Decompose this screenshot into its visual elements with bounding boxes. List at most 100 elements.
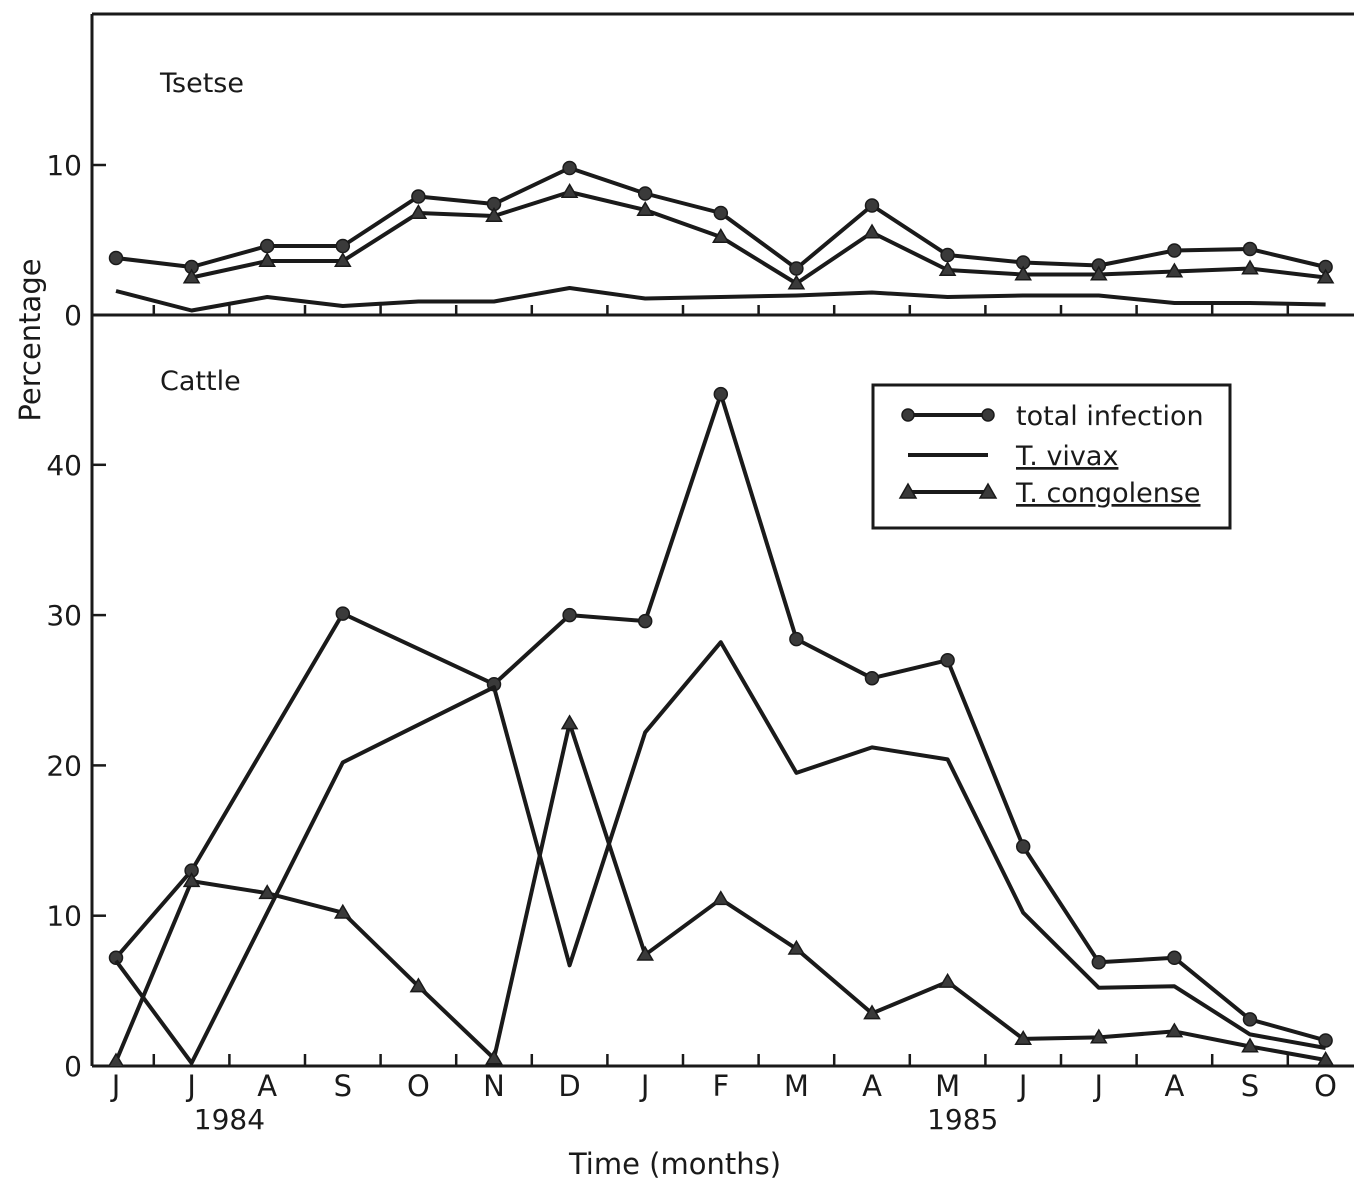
cattle-total-point xyxy=(637,613,653,629)
cattle-congolense-point xyxy=(107,1052,125,1068)
x-tick-label: A xyxy=(1164,1069,1184,1103)
y-tick-label: 10 xyxy=(46,900,82,933)
x-tick-label: O xyxy=(1314,1069,1337,1103)
x-tick-label: D xyxy=(558,1069,580,1103)
cattle-congolense-point xyxy=(938,972,957,988)
cattle-congolense-point xyxy=(182,872,201,888)
x-tick-label: S xyxy=(1241,1069,1259,1103)
y-tick-label: 20 xyxy=(46,749,82,782)
legend-marker-triangle xyxy=(978,482,998,499)
tsetse-congolense-point xyxy=(560,183,579,198)
tsetse-congolense-point xyxy=(258,252,277,267)
tsetse-congolense-point xyxy=(711,228,730,243)
cattle-congolense-point xyxy=(1014,1029,1033,1045)
tsetse-total-point xyxy=(940,247,955,263)
x-tick-label: J xyxy=(1017,1069,1028,1103)
x-tick-label: M xyxy=(784,1069,809,1103)
y-axis-title: Percentage xyxy=(13,258,47,421)
tsetse-total-point xyxy=(864,198,880,213)
tsetse-vivax-line xyxy=(115,286,1326,313)
cattle-congolense-point xyxy=(485,1049,503,1065)
x-tick-label: J xyxy=(110,1069,121,1103)
cattle-total-point xyxy=(1015,839,1031,854)
y-tick-label: 30 xyxy=(46,599,82,632)
tsetse-congolense-point xyxy=(1316,268,1335,284)
x-tick-label: A xyxy=(257,1069,277,1103)
plot-frame xyxy=(90,12,1354,1068)
cattle-total-point xyxy=(108,950,124,966)
cattle-vivax-line xyxy=(114,640,1326,1065)
tsetse-congolense-point xyxy=(1241,259,1259,275)
cattle-total-point xyxy=(1242,1012,1258,1027)
cattle-congolense-point xyxy=(863,1004,881,1020)
cattle-total-point xyxy=(789,631,804,647)
tsetse-congolense-point xyxy=(1014,265,1033,281)
cattle-congolense-point xyxy=(711,890,730,906)
x-tick-label: J xyxy=(1093,1069,1104,1103)
cattle-total-point xyxy=(1091,955,1107,970)
cattle-total-point xyxy=(713,386,729,402)
y-tick-label: 40 xyxy=(46,449,82,482)
tsetse-total-point xyxy=(259,238,275,254)
legend-label-vivax: T. vivax xyxy=(1015,441,1118,472)
tsetse-congolense-point xyxy=(1165,262,1184,278)
x-tick-label: O xyxy=(407,1069,430,1103)
cattle-congolense-point xyxy=(333,903,352,919)
legend-marker-triangle xyxy=(898,482,918,499)
tsetse-congolense-point xyxy=(863,223,881,239)
y-tick-label: 0 xyxy=(64,1050,82,1083)
legend-marker-circle xyxy=(981,408,995,422)
y-tick-label: 10 xyxy=(46,149,82,182)
cattle-congolense-point xyxy=(1089,1028,1108,1044)
cattle-congolense-point xyxy=(560,714,579,730)
cattle-total-point xyxy=(562,607,577,623)
tsetse-congolense-point xyxy=(333,252,352,267)
legend-marker-circle xyxy=(901,408,915,422)
cattle-total-point xyxy=(864,670,880,686)
x-axis-title: Time (months) xyxy=(568,1147,781,1180)
cattle-congolense-point xyxy=(1241,1037,1259,1053)
legend-label-total: total infection xyxy=(1016,401,1204,432)
cattle-congolense-point xyxy=(787,939,806,955)
year-label: 1985 xyxy=(927,1103,998,1136)
tsetse-congolense-point xyxy=(787,274,806,290)
x-tick-label: A xyxy=(862,1069,882,1103)
cattle-total-point xyxy=(335,606,351,621)
tsetse-total-point xyxy=(108,250,124,266)
panel-label: Cattle xyxy=(160,366,241,397)
x-tick-label: N xyxy=(483,1069,505,1103)
tsetse-congolense-point xyxy=(938,261,957,276)
x-tick-label: M xyxy=(935,1069,960,1103)
legend: total infection T. vivax T. congolense xyxy=(871,383,1232,530)
legend-label-congolense: T. congolense xyxy=(1015,478,1201,509)
x-tick-label: S xyxy=(334,1069,352,1103)
y-tick-label: 0 xyxy=(64,299,82,332)
tsetse-congolense-line xyxy=(191,190,1326,286)
chart-marks xyxy=(107,160,1335,1068)
x-tick-label: F xyxy=(712,1069,729,1103)
tsetse-total-point xyxy=(713,205,729,221)
cattle-congolense-point xyxy=(258,884,277,900)
x-tick-label: J xyxy=(639,1069,650,1103)
tsetse-total-point xyxy=(335,238,351,254)
tsetse-congolense-point xyxy=(485,207,503,222)
x-tick-label: J xyxy=(185,1069,196,1103)
year-label: 1984 xyxy=(194,1103,265,1136)
tsetse-total-point xyxy=(1167,243,1182,258)
cattle-total-point xyxy=(1167,950,1182,966)
chart-labels: J J A S O N D J F M A M J J A S O 1984 1985 Time (months) Pe… xyxy=(13,68,1337,1180)
tsetse-congolense-point xyxy=(1089,265,1108,281)
tsetse-total-point xyxy=(1242,241,1258,257)
tsetse-congolense-point xyxy=(182,268,201,284)
tsetse-total-point xyxy=(637,186,653,201)
cattle-congolense-point xyxy=(1316,1051,1335,1066)
tsetse-congolense-point xyxy=(409,204,428,219)
tsetse-total-point xyxy=(789,261,804,276)
cattle-congolense-point xyxy=(1165,1022,1184,1038)
tsetse-total-point xyxy=(411,189,426,204)
tsetse-congolense-point xyxy=(636,201,655,216)
cattle-congolense-point xyxy=(636,945,655,961)
cattle-total-point xyxy=(940,652,955,668)
tsetse-total-point xyxy=(562,160,577,176)
